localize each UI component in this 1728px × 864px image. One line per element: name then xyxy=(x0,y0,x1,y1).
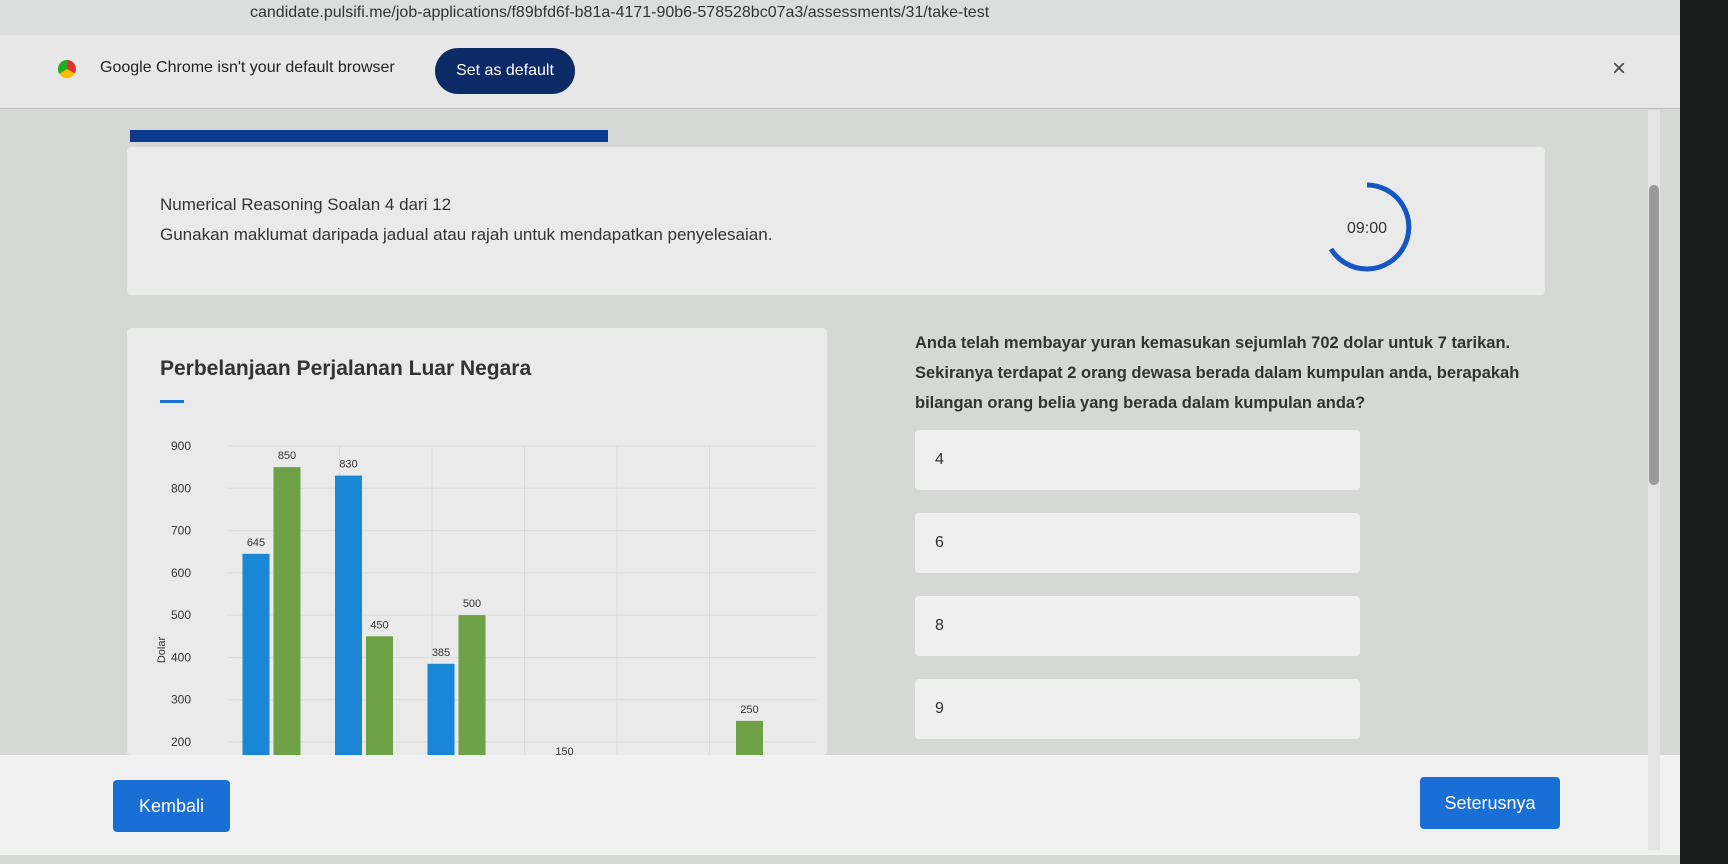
chrome-icon xyxy=(58,60,76,78)
timer: 09:00 xyxy=(1328,182,1412,272)
scroll-thumb[interactable] xyxy=(1649,185,1659,485)
url: candidate.pulsifi.me/job-applications/f8… xyxy=(250,4,990,21)
data-label: 250 xyxy=(740,704,758,716)
answer-option[interactable]: 9 xyxy=(915,679,1360,739)
bar xyxy=(427,663,455,755)
y-tick-label: 200 xyxy=(171,735,191,749)
chart: Perbelanjaan Perjalanan Luar Negara Dola… xyxy=(156,357,817,755)
question-card: Numerical Reasoning Soalan 4 dari 12 Gun… xyxy=(127,147,1545,295)
data-label: 850 xyxy=(278,450,296,462)
default-browser-banner: Google Chrome isn't your default browser… xyxy=(0,35,1728,109)
instruction: Gunakan maklumat daripada jadual atau ra… xyxy=(160,225,773,244)
answer-option[interactable]: 6 xyxy=(915,513,1360,573)
footer: Kembali Seterusnya xyxy=(0,755,1680,855)
progress-bar xyxy=(130,130,608,142)
bar xyxy=(335,475,362,755)
chart-card: Perbelanjaan Perjalanan Luar Negara Dola… xyxy=(127,328,827,755)
back-button[interactable]: Kembali xyxy=(113,780,230,832)
set-default-button[interactable]: Set as default xyxy=(435,48,575,94)
bar xyxy=(458,615,486,755)
bar xyxy=(366,636,393,755)
data-label: 645 xyxy=(247,537,265,549)
close-button[interactable]: × xyxy=(1612,55,1627,82)
y-tick-label: 800 xyxy=(171,481,191,495)
timer-ring xyxy=(1328,182,1412,272)
screen-bezel xyxy=(1680,0,1728,864)
bar xyxy=(242,553,270,755)
timer-text: 09:00 xyxy=(1347,220,1387,237)
bar xyxy=(273,467,301,755)
next-button[interactable]: Seterusnya xyxy=(1420,777,1560,829)
y-tick-label: 900 xyxy=(171,439,191,453)
scrollbar[interactable] xyxy=(1648,110,1660,850)
address-bar[interactable]: candidate.pulsifi.me/job-applications/f8… xyxy=(0,0,1728,35)
question-text: Anda telah membayar yuran kemasukan seju… xyxy=(915,334,1520,412)
y-axis-label: Dolar xyxy=(156,637,168,664)
y-tick-label: 700 xyxy=(171,524,191,538)
data-label: 450 xyxy=(370,619,388,631)
data-label: 830 xyxy=(339,459,357,471)
chart-title: Perbelanjaan Perjalanan Luar Negara xyxy=(160,357,531,380)
answer-option[interactable]: 4 xyxy=(915,430,1360,490)
data-label: 385 xyxy=(432,647,450,659)
data-label: 150 xyxy=(555,746,573,755)
y-tick-label: 500 xyxy=(171,608,191,622)
y-tick-label: 400 xyxy=(171,650,191,664)
data-label: 500 xyxy=(463,598,481,610)
title-underline xyxy=(160,400,184,403)
y-tick-label: 600 xyxy=(171,566,191,580)
question-heading: Numerical Reasoning Soalan 4 dari 12 xyxy=(160,195,452,214)
answer-option[interactable]: 8 xyxy=(915,596,1360,656)
bar xyxy=(736,720,763,755)
y-tick-label: 300 xyxy=(171,693,191,707)
banner-text: Google Chrome isn't your default browser xyxy=(100,59,395,76)
